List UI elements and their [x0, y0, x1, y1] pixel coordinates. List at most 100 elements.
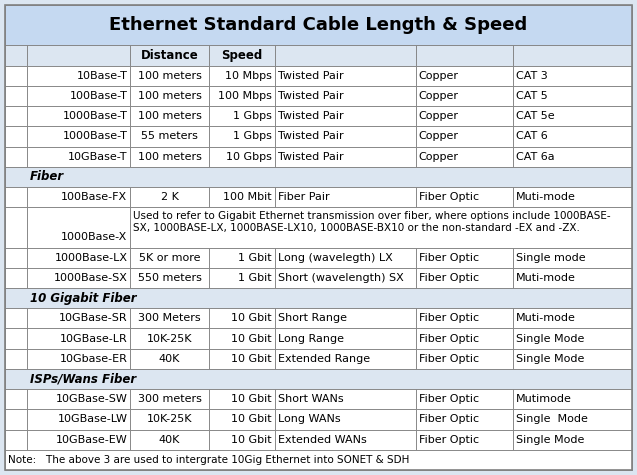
Bar	[131, 409, 209, 429]
Bar	[5, 349, 27, 369]
Text: Mutimode: Mutimode	[516, 394, 572, 404]
Bar	[416, 329, 513, 349]
Text: 10 Gbit: 10 Gbit	[231, 333, 271, 343]
Bar	[513, 106, 632, 126]
Text: Copper: Copper	[419, 91, 459, 101]
Bar	[131, 86, 209, 106]
Text: 1000Base-SX: 1000Base-SX	[54, 273, 127, 283]
Bar	[513, 409, 632, 429]
Text: Twisted Pair: Twisted Pair	[278, 91, 343, 101]
Text: 10 Gbit: 10 Gbit	[231, 435, 271, 445]
Bar	[131, 46, 209, 66]
Text: 10GBase-SR: 10GBase-SR	[59, 314, 127, 323]
Bar	[27, 409, 131, 429]
Text: 1 Gbit: 1 Gbit	[238, 273, 271, 283]
Text: Short Range: Short Range	[278, 314, 347, 323]
Text: CAT 6: CAT 6	[516, 132, 548, 142]
Bar	[416, 187, 513, 207]
Bar	[5, 308, 27, 329]
Bar	[5, 247, 27, 268]
Text: Long (wavelegth) LX: Long (wavelegth) LX	[278, 253, 392, 263]
Text: CAT 5: CAT 5	[516, 91, 548, 101]
Bar	[27, 187, 131, 207]
Text: Short WANs: Short WANs	[278, 394, 343, 404]
Bar	[5, 288, 632, 308]
Bar	[275, 66, 416, 86]
Text: Short (wavelength) SX: Short (wavelength) SX	[278, 273, 403, 283]
Bar	[416, 46, 513, 66]
Text: Speed: Speed	[221, 49, 262, 62]
Text: Single Mode: Single Mode	[516, 354, 584, 364]
Bar	[513, 429, 632, 450]
Text: Long WANs: Long WANs	[278, 415, 340, 425]
Text: Fiber Optic: Fiber Optic	[419, 253, 479, 263]
Bar	[416, 66, 513, 86]
Text: Single Mode: Single Mode	[516, 435, 584, 445]
Bar	[131, 146, 209, 167]
Bar	[5, 207, 27, 247]
Bar	[5, 106, 27, 126]
Bar	[513, 187, 632, 207]
Bar	[5, 369, 632, 389]
Text: 1000Base-LX: 1000Base-LX	[54, 253, 127, 263]
Bar	[209, 429, 275, 450]
Bar	[416, 106, 513, 126]
Bar	[5, 329, 27, 349]
Bar	[513, 389, 632, 409]
Bar	[416, 268, 513, 288]
Bar	[275, 247, 416, 268]
Text: 10K-25K: 10K-25K	[147, 415, 192, 425]
Bar	[131, 126, 209, 146]
Text: Fiber Optic: Fiber Optic	[419, 273, 479, 283]
Text: 10K-25K: 10K-25K	[147, 333, 192, 343]
Bar	[513, 126, 632, 146]
Bar	[27, 146, 131, 167]
Bar	[5, 167, 632, 187]
Text: 10GBase-LW: 10GBase-LW	[57, 415, 127, 425]
Text: 10 Gbit: 10 Gbit	[231, 394, 271, 404]
Text: 100 meters: 100 meters	[138, 152, 201, 162]
Bar	[513, 349, 632, 369]
Text: Fiber: Fiber	[30, 171, 64, 183]
Bar	[513, 146, 632, 167]
Text: 100 Mbit: 100 Mbit	[223, 192, 271, 202]
Text: Fiber Optic: Fiber Optic	[419, 192, 479, 202]
Text: Twisted Pair: Twisted Pair	[278, 132, 343, 142]
Text: 10 Mbps: 10 Mbps	[225, 71, 271, 81]
Text: Fiber Optic: Fiber Optic	[419, 394, 479, 404]
Text: 5K or more: 5K or more	[139, 253, 201, 263]
Text: Twisted Pair: Twisted Pair	[278, 111, 343, 121]
Text: Muti-mode: Muti-mode	[516, 192, 576, 202]
Text: 100 meters: 100 meters	[138, 91, 201, 101]
Bar	[27, 66, 131, 86]
Bar	[209, 86, 275, 106]
Bar	[209, 187, 275, 207]
Bar	[5, 5, 632, 46]
Bar	[416, 389, 513, 409]
Text: Copper: Copper	[419, 132, 459, 142]
Text: Copper: Copper	[419, 111, 459, 121]
Bar	[27, 308, 131, 329]
Bar	[416, 409, 513, 429]
Bar	[131, 66, 209, 86]
Bar	[275, 409, 416, 429]
Text: 10GBase-LR: 10GBase-LR	[60, 333, 127, 343]
Text: CAT 5e: CAT 5e	[516, 111, 554, 121]
Text: 40K: 40K	[159, 435, 180, 445]
Text: ISPs/Wans Fiber: ISPs/Wans Fiber	[30, 372, 136, 386]
Bar	[275, 86, 416, 106]
Bar	[209, 247, 275, 268]
Bar	[513, 46, 632, 66]
Text: Ethernet Standard Cable Length & Speed: Ethernet Standard Cable Length & Speed	[110, 16, 527, 34]
Text: CAT 3: CAT 3	[516, 71, 548, 81]
Bar	[209, 308, 275, 329]
Text: 100 meters: 100 meters	[138, 111, 201, 121]
Bar	[5, 429, 27, 450]
Bar	[416, 126, 513, 146]
Bar	[275, 46, 416, 66]
Text: 300 Meters: 300 Meters	[138, 314, 201, 323]
Bar	[416, 247, 513, 268]
Text: Muti-mode: Muti-mode	[516, 273, 576, 283]
Bar	[27, 329, 131, 349]
Bar	[27, 126, 131, 146]
